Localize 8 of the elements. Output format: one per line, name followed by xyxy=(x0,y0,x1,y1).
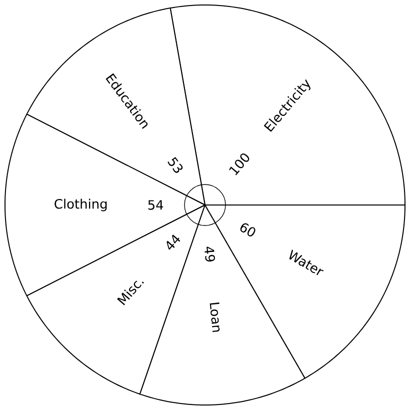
data-label: 53 xyxy=(168,156,183,173)
data-label: 60 xyxy=(240,223,256,236)
data-label: 54 xyxy=(148,200,164,210)
data-label: 100 xyxy=(229,153,250,176)
data-label: 44 xyxy=(166,234,180,250)
slice-label: Loan xyxy=(210,302,220,332)
data-label: 49 xyxy=(204,246,216,262)
slice-label: Clothing xyxy=(54,198,107,212)
